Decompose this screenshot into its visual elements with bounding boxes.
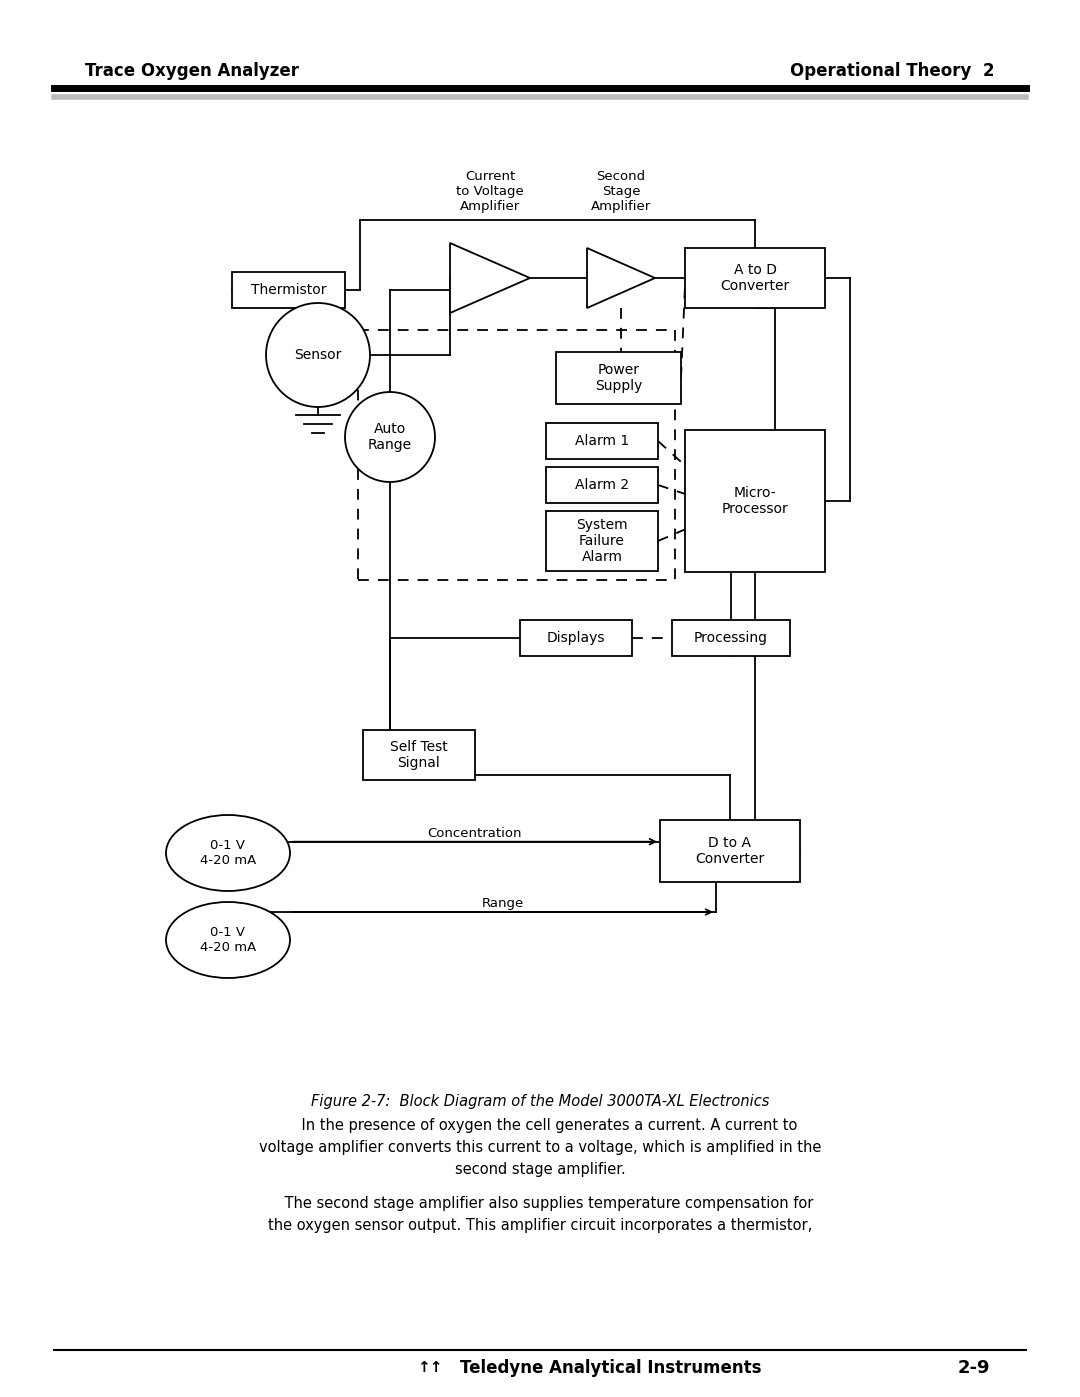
Text: Alarm 2: Alarm 2	[575, 478, 629, 492]
Text: In the presence of oxygen the cell generates a current. A current to
voltage amp: In the presence of oxygen the cell gener…	[259, 1118, 821, 1178]
Text: 2-9: 2-9	[958, 1359, 990, 1377]
Text: Operational Theory  2: Operational Theory 2	[791, 61, 995, 80]
Text: Figure 2-7:  Block Diagram of the Model 3000TA-XL Electronics: Figure 2-7: Block Diagram of the Model 3…	[311, 1094, 769, 1109]
Text: 0-1 V
4-20 mA: 0-1 V 4-20 mA	[200, 840, 256, 868]
Text: 0-1 V
4-20 mA: 0-1 V 4-20 mA	[200, 926, 256, 954]
Text: Concentration: Concentration	[428, 827, 523, 840]
Bar	[660, 820, 800, 882]
Text: Thermistor: Thermistor	[251, 284, 326, 298]
Text: Range: Range	[482, 897, 524, 911]
Bar	[546, 511, 658, 571]
Text: Current
to Voltage
Amplifier: Current to Voltage Amplifier	[456, 170, 524, 212]
Text: Displays: Displays	[546, 631, 605, 645]
Polygon shape	[588, 249, 654, 307]
Bar	[546, 423, 658, 460]
Text: System
Failure
Alarm: System Failure Alarm	[577, 518, 627, 564]
Text: Processing: Processing	[694, 631, 768, 645]
Bar	[685, 249, 825, 307]
Bar	[363, 731, 475, 780]
Polygon shape	[450, 243, 530, 313]
Text: The second stage amplifier also supplies temperature compensation for
the oxygen: The second stage amplifier also supplies…	[267, 1196, 813, 1234]
Text: Power
Supply: Power Supply	[595, 363, 643, 393]
Text: D to A
Converter: D to A Converter	[696, 835, 765, 866]
Text: A to D
Converter: A to D Converter	[720, 263, 789, 293]
Bar	[672, 620, 789, 657]
Ellipse shape	[166, 814, 291, 891]
Text: Second
Stage
Amplifier: Second Stage Amplifier	[591, 170, 651, 212]
Bar	[685, 430, 825, 571]
Bar	[556, 352, 681, 404]
Text: Micro-
Processor: Micro- Processor	[721, 486, 788, 515]
Text: Trace Oxygen Analyzer: Trace Oxygen Analyzer	[85, 61, 299, 80]
Text: Auto
Range: Auto Range	[368, 422, 413, 453]
Bar	[232, 272, 345, 307]
Bar	[519, 620, 632, 657]
Bar	[546, 467, 658, 503]
Ellipse shape	[166, 902, 291, 978]
Text: Sensor: Sensor	[295, 348, 341, 362]
Text: ↑↑: ↑↑	[417, 1361, 443, 1376]
Ellipse shape	[345, 393, 435, 482]
Ellipse shape	[266, 303, 370, 407]
Text: Teledyne Analytical Instruments: Teledyne Analytical Instruments	[460, 1359, 761, 1377]
Text: Alarm 1: Alarm 1	[575, 434, 630, 448]
Text: Self Test
Signal: Self Test Signal	[390, 740, 448, 770]
